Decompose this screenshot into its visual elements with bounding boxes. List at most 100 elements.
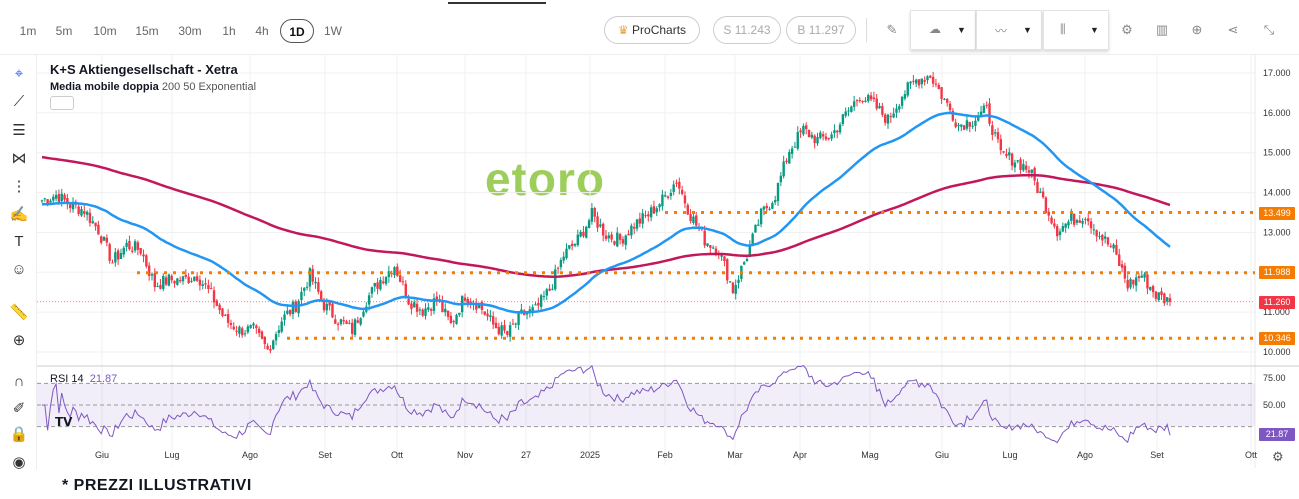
candle [816, 137, 819, 144]
timeframe-1h[interactable]: 1h [222, 24, 236, 38]
candle [382, 281, 385, 284]
candle [367, 295, 371, 305]
time-tick: Giu [935, 450, 949, 460]
candle [114, 252, 117, 263]
indicators-icon[interactable]: ▥ [1155, 22, 1169, 37]
timeframe-10m[interactable]: 10m [93, 24, 117, 38]
line-style-dropdown[interactable]: 〰 ▼ [976, 10, 1042, 50]
candle [492, 316, 495, 325]
candle [147, 265, 151, 276]
chart-type-dropdown[interactable]: ⫼ ▼ [1043, 10, 1109, 50]
candle [1115, 244, 1118, 255]
candle [621, 239, 625, 244]
candle [810, 134, 814, 138]
candle [455, 314, 458, 324]
timeframe-1m[interactable]: 1m [19, 24, 37, 38]
candle [432, 298, 436, 311]
timeframe-1d[interactable]: 1D [280, 19, 314, 43]
candle [441, 301, 444, 313]
timeframe-1w[interactable]: 1W [324, 24, 342, 38]
candle [782, 161, 785, 177]
axis-settings-icon[interactable]: ⚙ [1272, 449, 1284, 464]
share-icon[interactable]: ⋖ [1227, 22, 1239, 37]
candle [1137, 276, 1141, 279]
candle [1087, 218, 1090, 222]
candle [672, 184, 675, 192]
zoom-in-icon[interactable]: ⊕ [12, 332, 26, 349]
indicator-legend[interactable]: Media mobile doppia 200 50 Exponential [50, 81, 256, 93]
candle [948, 103, 952, 111]
candle [627, 233, 630, 236]
collapse-icon[interactable]: ⤡ [1263, 22, 1275, 37]
candle [960, 124, 963, 127]
horizontal-lines-icon[interactable]: ☰ [12, 122, 26, 139]
candle [991, 125, 994, 136]
cloud-dropdown[interactable]: ☁ ▼ [910, 10, 976, 50]
trend-line-icon[interactable]: ⟋ [13, 93, 25, 110]
lock-icon[interactable]: 🔒 [9, 426, 29, 443]
candle [751, 233, 754, 244]
candle [900, 96, 904, 106]
procharts-button[interactable]: ♛ ProCharts [604, 16, 700, 44]
price-tick: 15.000 [1263, 148, 1291, 158]
time-tick: Lug [1002, 450, 1017, 460]
price-tick: 14.000 [1263, 188, 1291, 198]
timeframe-15m[interactable]: 15m [135, 24, 159, 38]
settings-icon[interactable]: ⚙ [1121, 22, 1133, 37]
sell-button[interactable]: S 11.243 [713, 16, 781, 44]
candle [1084, 219, 1087, 221]
candle [108, 244, 111, 261]
candle [664, 195, 667, 197]
timeframe-4h[interactable]: 4h [255, 24, 269, 38]
time-tick: Mag [861, 450, 879, 460]
timeframe-30m[interactable]: 30m [178, 24, 202, 38]
candle [858, 99, 861, 101]
candle [827, 138, 830, 140]
fib-icon[interactable]: ⋮ [11, 178, 27, 195]
candle [1053, 223, 1056, 227]
pattern-icon[interactable]: ⋈ [11, 150, 27, 167]
lock-drawing-icon[interactable]: ✐ [12, 400, 26, 417]
magnet-icon[interactable]: ∩ [13, 373, 25, 390]
candle [164, 277, 168, 285]
candle [610, 234, 613, 240]
add-icon[interactable]: ⊕ [1191, 22, 1203, 37]
text-icon[interactable]: T [14, 233, 24, 250]
ruler-icon[interactable]: 📏 [9, 304, 29, 321]
price-chart[interactable]: 17.000 16.000 15.000 14.000 13.000 11.000 10.0… [0, 0, 1299, 470]
candle [60, 193, 63, 201]
eye-icon[interactable]: ◉ [12, 454, 26, 471]
candle [903, 94, 907, 99]
collapse-legend-button[interactable] [50, 96, 74, 110]
candle [1044, 197, 1048, 213]
candle [353, 319, 357, 335]
candle [370, 287, 374, 294]
candle [850, 106, 853, 112]
candle [362, 311, 365, 317]
candle [686, 204, 689, 215]
candle [644, 215, 647, 217]
candle [982, 105, 986, 113]
candle [142, 254, 145, 257]
candle [556, 267, 560, 269]
buy-button[interactable]: B 11.297 [786, 16, 856, 44]
candle [319, 291, 323, 300]
candle [745, 258, 749, 262]
rsi-legend[interactable]: RSI 14 21.87 [50, 373, 117, 385]
candle [711, 247, 715, 249]
timeframe-5m[interactable]: 5m [55, 24, 73, 38]
candle [156, 286, 159, 288]
time-tick: 2025 [580, 450, 600, 460]
candle [1039, 191, 1042, 193]
candle [607, 235, 611, 239]
emoji-icon[interactable]: ☺ [11, 261, 27, 278]
candle [128, 240, 131, 250]
crosshair-icon[interactable]: ⌖ [14, 65, 24, 82]
time-tick: 27 [521, 450, 531, 460]
candle [768, 208, 771, 210]
candle [562, 256, 565, 261]
pencil-icon[interactable]: ✎ [886, 22, 898, 37]
line-chart-icon: 〰 [995, 24, 1008, 38]
brush-icon[interactable]: ✍ [9, 206, 29, 223]
candle [996, 132, 1000, 140]
